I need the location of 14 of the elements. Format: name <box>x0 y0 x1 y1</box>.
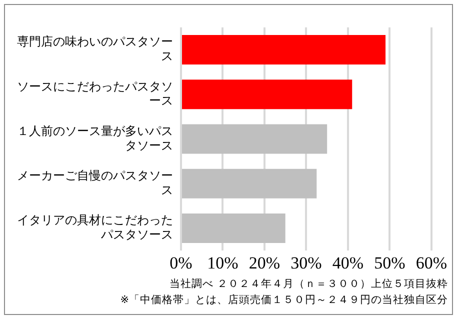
y-tick-label: 専門店の味わいのパスタソース <box>17 34 173 64</box>
x-tick-label: 0% <box>170 253 192 272</box>
y-tick-label: メーカーご自慢のパスタソース <box>17 168 173 197</box>
x-tick-label: 10% <box>207 253 238 272</box>
y-tick-label: ソースにこだわったパスタソース <box>17 79 173 108</box>
y-tick-label: １人前のソース量が多いパスタソース <box>17 124 173 152</box>
x-tick-label: 60% <box>416 253 448 272</box>
x-tick-label: 50% <box>374 253 406 272</box>
y-tick-label: イタリアの具材にこだわったパスタソース <box>17 213 173 242</box>
x-tick-label: 40% <box>332 253 364 272</box>
text: ※「中価格帯」とは、店頭売価１５０円～２４９円の当社独自区分 <box>120 293 448 308</box>
x-tick-label: 20% <box>248 253 280 272</box>
x-tick-label: 30% <box>290 253 322 272</box>
text: 当社調べ ２０２４年４月（ｎ＝３００）上位５項目抜粋 <box>168 277 448 292</box>
